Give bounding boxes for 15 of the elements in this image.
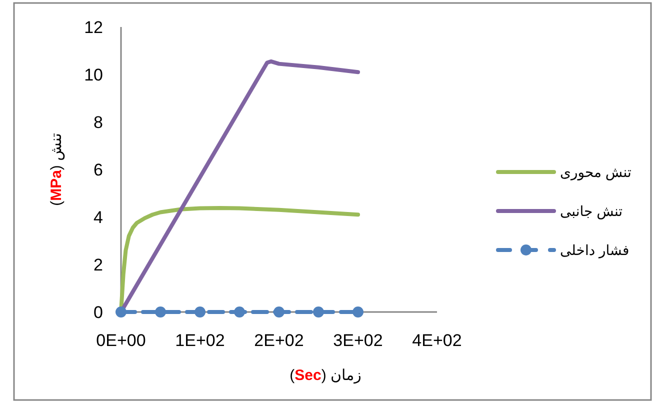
- y-tick-label: 6: [94, 160, 103, 180]
- y-tick-label: 10: [84, 66, 103, 84]
- legend-label: فشار داخلی: [560, 242, 630, 259]
- x-tick-label: 4E+02: [412, 331, 462, 350]
- y-tick-label: 8: [94, 113, 103, 132]
- y-tick-label: 0: [94, 303, 103, 322]
- legend-label: تنش جانبی: [560, 203, 623, 220]
- x-tick-label: 1E+02: [175, 331, 225, 350]
- y-tick-label: 2: [94, 256, 103, 274]
- y-tick-label: 12: [84, 18, 103, 37]
- x-tick-label: 2E+02: [254, 331, 304, 350]
- x-tick-label: 0E+00: [96, 331, 146, 350]
- y-tick-label: 4: [94, 208, 103, 227]
- x-tick-label: 3E+02: [333, 331, 383, 350]
- legend-label: تنش محوری: [560, 164, 632, 181]
